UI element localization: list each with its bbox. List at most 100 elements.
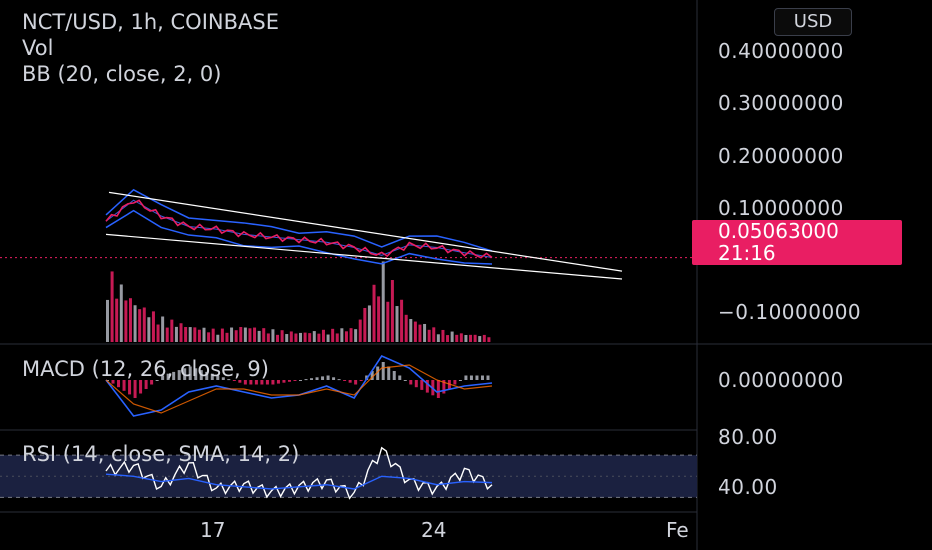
volume-legend-label[interactable]: Vol bbox=[22, 36, 54, 60]
macd-histogram-bar bbox=[387, 366, 391, 380]
volume-bar bbox=[377, 296, 381, 342]
volume-bar bbox=[262, 328, 266, 342]
volume-bar bbox=[243, 327, 247, 342]
volume-bar bbox=[285, 334, 289, 342]
volume-bar bbox=[197, 329, 201, 342]
macd-histogram-bar bbox=[321, 376, 325, 380]
volume-bar bbox=[446, 335, 450, 342]
volume-bar bbox=[404, 314, 408, 342]
macd-histogram-bar bbox=[254, 380, 258, 385]
bollinger-lower-band bbox=[105, 209, 493, 265]
macd-histogram-bar bbox=[155, 380, 159, 381]
volume-bar bbox=[151, 311, 155, 342]
macd-histogram-bar bbox=[188, 366, 192, 380]
price-tick: −0.10000000 bbox=[718, 300, 862, 324]
volume-bar bbox=[142, 307, 146, 342]
volume-bar bbox=[202, 327, 206, 342]
volume-bar bbox=[450, 331, 454, 342]
macd-histogram-bar bbox=[398, 375, 402, 380]
volume-bar bbox=[257, 330, 261, 342]
macd-histogram-bar bbox=[161, 375, 165, 380]
rsi-tick: 80.00 bbox=[718, 425, 778, 449]
rsi-legend-label[interactable]: RSI (14, close, SMA, 14, 2) bbox=[22, 442, 300, 466]
price-tick: 0.20000000 bbox=[718, 144, 844, 168]
macd-histogram-bar bbox=[287, 380, 291, 382]
macd-histogram-bar bbox=[260, 380, 264, 385]
macd-histogram-bar bbox=[172, 371, 176, 380]
macd-histogram-bar bbox=[420, 380, 424, 390]
macd-histogram-bar bbox=[326, 375, 330, 380]
macd-histogram-bar bbox=[139, 380, 143, 394]
macd-histogram-bar bbox=[475, 375, 479, 380]
macd-histogram-bar bbox=[205, 371, 209, 380]
macd-histogram-bar bbox=[216, 375, 220, 380]
macd-histogram-bar bbox=[348, 380, 352, 383]
volume-bar bbox=[124, 300, 128, 342]
volume-bar bbox=[119, 284, 123, 342]
volume-bar bbox=[395, 306, 399, 342]
macd-histogram-bar bbox=[464, 375, 468, 380]
volume-bar bbox=[473, 334, 477, 342]
volume-bar bbox=[482, 334, 486, 342]
volume-bar bbox=[427, 329, 431, 342]
macd-histogram-bar bbox=[480, 375, 484, 380]
macd-histogram-bar bbox=[469, 375, 473, 380]
macd-histogram-bar bbox=[359, 380, 363, 381]
macd-histogram-bar bbox=[343, 380, 347, 381]
macd-legend-label[interactable]: MACD (12, 26, close, 9) bbox=[22, 357, 269, 381]
volume-bar bbox=[128, 298, 132, 342]
volume-bar bbox=[299, 332, 302, 342]
volume-bar bbox=[432, 327, 436, 342]
volume-bar bbox=[303, 332, 307, 342]
volume-bar bbox=[165, 327, 169, 342]
macd-histogram-bar bbox=[276, 380, 280, 384]
bollinger-legend-label[interactable]: BB (20, close, 2, 0) bbox=[22, 62, 222, 86]
volume-bar bbox=[317, 333, 321, 342]
symbol-title[interactable]: NCT/USD, 1h, COINBASE bbox=[22, 10, 279, 34]
volume-bar bbox=[106, 299, 109, 342]
volume-bar bbox=[436, 334, 440, 342]
macd-histogram-bar bbox=[221, 377, 225, 380]
macd-histogram-bar bbox=[486, 375, 490, 380]
macd-histogram-bar bbox=[436, 380, 440, 398]
macd-histogram-bar bbox=[299, 380, 302, 381]
volume-bar bbox=[156, 324, 160, 342]
currency-button[interactable]: USD bbox=[774, 8, 852, 36]
macd-histogram-bar bbox=[403, 380, 407, 381]
volume-bar bbox=[478, 336, 482, 342]
volume-bar bbox=[161, 316, 165, 342]
volume-bar bbox=[266, 333, 270, 342]
volume-bar bbox=[344, 331, 348, 342]
price-tick: 0.30000000 bbox=[718, 91, 844, 115]
macd-histogram-bar bbox=[293, 380, 297, 381]
macd-histogram-bar bbox=[117, 380, 121, 388]
macd-histogram-bar bbox=[243, 380, 247, 385]
macd-histogram-bar bbox=[210, 373, 214, 380]
macd-histogram-bar bbox=[238, 380, 242, 383]
bar-countdown: 21:16 bbox=[718, 241, 776, 265]
volume-bar bbox=[400, 299, 404, 342]
volume-bar bbox=[326, 334, 330, 342]
volume-bar bbox=[220, 328, 224, 342]
macd-histogram-bar bbox=[392, 371, 396, 380]
volume-bar bbox=[248, 328, 252, 342]
macd-histogram-bar bbox=[453, 380, 457, 385]
macd-histogram-bar bbox=[315, 377, 319, 380]
volume-bar bbox=[234, 330, 238, 342]
macd-histogram-bar bbox=[199, 370, 203, 380]
price-tick: 0.40000000 bbox=[718, 39, 844, 63]
macd-histogram-bar bbox=[381, 362, 385, 380]
volume-bar bbox=[188, 327, 192, 342]
macd-histogram-bar bbox=[144, 380, 148, 389]
time-tick: Fe bbox=[666, 518, 689, 542]
price-tick: 0.10000000 bbox=[718, 196, 844, 220]
volume-bar bbox=[367, 305, 371, 342]
rsi-sma-line bbox=[105, 473, 493, 490]
volume-bar bbox=[289, 331, 293, 342]
volume-bar bbox=[276, 334, 280, 342]
volume-bar bbox=[363, 307, 367, 342]
macd-histogram-bar bbox=[249, 380, 253, 385]
macd-histogram-bar bbox=[150, 380, 154, 385]
